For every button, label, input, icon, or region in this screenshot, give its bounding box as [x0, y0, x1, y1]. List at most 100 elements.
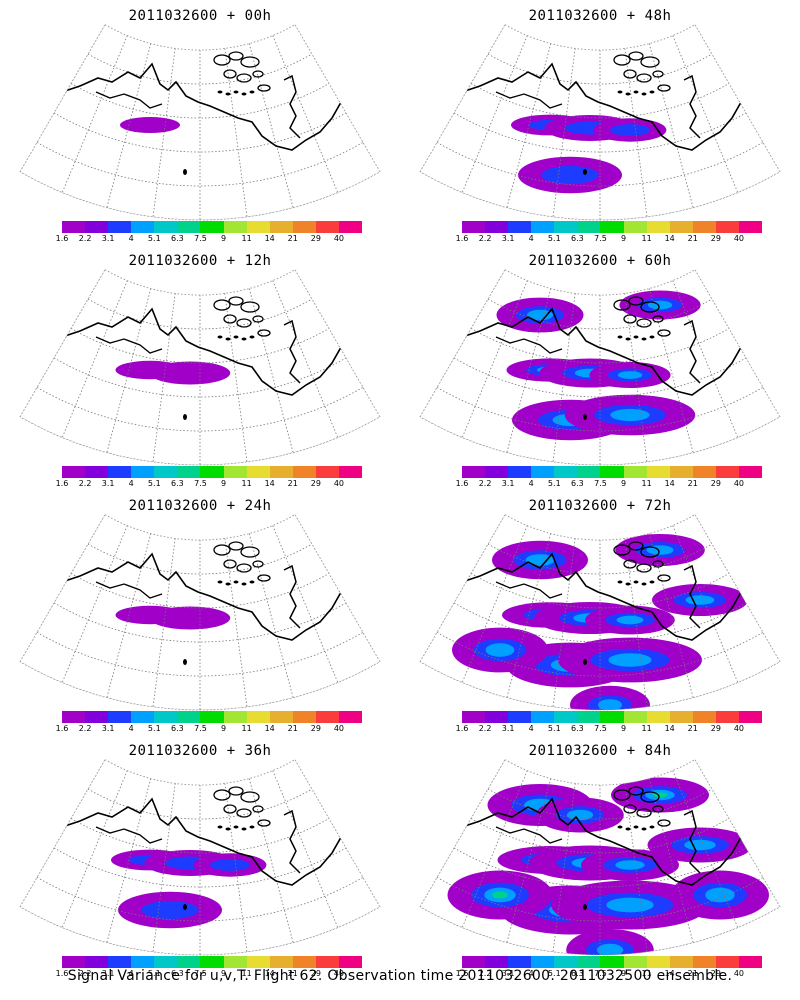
colorbar-label: 21	[287, 724, 298, 733]
map-boundary	[419, 23, 781, 221]
map-boundary	[419, 268, 781, 466]
graticule-latitude	[487, 543, 713, 575]
colorbar-swatch	[223, 221, 247, 233]
colorbar-swatch	[485, 221, 509, 233]
variance-region	[616, 615, 644, 625]
colorbar-label: 3.1	[101, 234, 115, 243]
colorbar-label: 6.3	[571, 479, 584, 488]
variance-region	[141, 900, 199, 920]
coastline	[420, 95, 435, 121]
figure-caption: Signal Variance for u,v,T. Flight 62. Ob…	[67, 968, 733, 984]
colorbar-swatch	[62, 956, 86, 968]
coastline	[20, 830, 35, 856]
colorbar-swatch	[646, 466, 670, 478]
colorbar-swatch	[577, 221, 601, 233]
colorbar-swatch	[85, 221, 109, 233]
graticule-meridian	[461, 770, 528, 928]
colorbar-swatch	[600, 956, 624, 968]
panel-48h: 2011032600 + 48h 1.6 2.2 3.1 4 5.1 6.3 7.5 9 11 1…	[400, 0, 800, 245]
island	[257, 574, 271, 582]
colorbar-label: 29	[710, 234, 721, 243]
colorbar-swatch	[177, 221, 201, 233]
coastline	[29, 797, 353, 886]
colorbar-label: 6.3	[571, 234, 584, 243]
colorbar-swatch	[462, 466, 486, 478]
graticule-meridian	[461, 35, 528, 193]
island	[236, 73, 252, 83]
island	[652, 70, 664, 78]
colorbar-swatches	[62, 711, 363, 723]
graticule-latitude	[87, 298, 313, 330]
colorbar-swatch	[669, 711, 693, 723]
island	[640, 56, 660, 68]
graticule-meridian	[506, 288, 552, 453]
colorbar-label: 11	[641, 234, 652, 243]
map-domain	[420, 514, 780, 711]
island	[236, 808, 252, 818]
graticule-latitude	[87, 543, 313, 575]
island	[252, 560, 264, 568]
coastline	[495, 336, 563, 354]
island	[240, 791, 260, 803]
colorbar-label: 9	[620, 969, 627, 978]
colorbar-swatch	[338, 956, 363, 968]
island	[613, 789, 631, 801]
graticule-latitude	[436, 876, 764, 922]
coastline	[29, 62, 353, 151]
graticule-meridian	[272, 770, 339, 928]
colorbar-swatch	[554, 711, 578, 723]
colorbar-swatch	[715, 956, 739, 968]
colorbar: 1.6 2.2 3.1 4 5.1 6.3 7.5 9 11 14 21 29 40	[56, 466, 363, 488]
graticule-meridian	[224, 293, 248, 462]
colorbar-label: 3.1	[501, 479, 515, 488]
coastline	[429, 307, 753, 396]
graticule-latitude	[36, 386, 364, 432]
island	[228, 296, 244, 306]
island	[223, 69, 237, 79]
colorbar-swatch	[292, 221, 316, 233]
colorbar-swatch	[131, 466, 155, 478]
island	[636, 73, 652, 83]
island	[617, 90, 623, 94]
island	[583, 414, 587, 420]
island	[217, 90, 223, 94]
colorbar-label: 29	[710, 724, 721, 733]
colorbar-label: 9	[220, 234, 227, 243]
colorbar-swatch	[508, 956, 532, 968]
graticule-meridian	[672, 35, 739, 193]
island	[628, 296, 644, 306]
island	[183, 414, 187, 420]
graticule-latitude	[20, 416, 380, 466]
colorbar-swatch	[669, 956, 693, 968]
graticule-latitude	[53, 602, 347, 643]
colorbar-label: 29	[310, 234, 321, 243]
colorbar-swatch	[246, 466, 270, 478]
island	[613, 54, 631, 66]
colorbar-label: 9	[620, 234, 627, 243]
colorbar-label: 1.6	[55, 969, 69, 978]
colorbar-label: 2.2	[78, 234, 92, 243]
coastline	[420, 585, 435, 611]
colorbar-labels: 1.6 2.2 3.1 4 5.1 6.3 7.5 9 11 14 21 29 40	[456, 723, 762, 733]
island	[583, 904, 587, 910]
colorbar-swatch	[577, 956, 601, 968]
coastline	[95, 91, 163, 109]
colorbar-label: 9	[620, 724, 627, 733]
graticule-latitude	[104, 759, 296, 786]
coastline	[683, 809, 701, 874]
colorbar-swatch	[600, 221, 624, 233]
colorbar-swatch	[200, 711, 224, 723]
colorbar-label: 3.1	[501, 969, 515, 978]
colorbar-labels: 1.6 2.2 3.1 4 5.1 6.3 7.5 9 11 14 21 29 40	[456, 478, 762, 488]
colorbar-swatch	[292, 956, 316, 968]
graticule-latitude	[104, 24, 296, 51]
colorbar-label: 7.5	[594, 724, 607, 733]
graticule-meridian	[506, 533, 552, 698]
island	[625, 337, 631, 341]
island	[213, 299, 231, 311]
colorbar-swatch	[154, 711, 178, 723]
colorbar-swatches	[462, 221, 763, 233]
graticule-latitude	[436, 141, 764, 187]
island	[613, 544, 631, 556]
graticule-meridian	[272, 525, 339, 683]
